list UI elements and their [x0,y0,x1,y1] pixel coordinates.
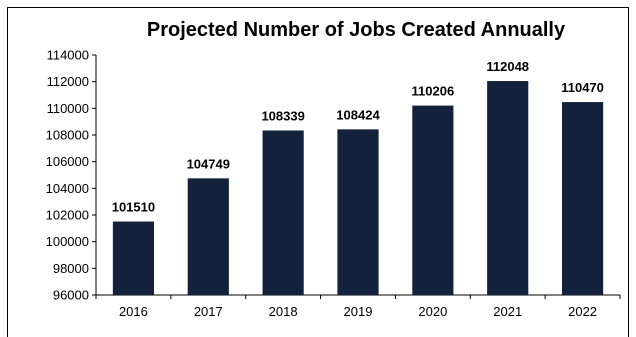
x-tick-label: 2020 [418,304,447,319]
bar-2017 [187,178,229,295]
y-tick-label: 112000 [47,74,89,89]
bar-2022 [561,102,604,295]
y-tick-label: 106000 [46,154,89,169]
x-tick-label: 2017 [194,304,223,319]
bar-2016 [112,221,155,295]
data-label: 112048 [486,59,529,74]
x-tick-label: 2018 [269,304,298,319]
data-label: 101510 [112,200,155,215]
data-label: 104749 [187,156,230,171]
data-label: 110470 [561,80,604,95]
y-tick-label: 102000 [46,208,89,223]
bar-2021 [487,81,529,295]
chart-frame [7,7,629,337]
bar-2020 [412,105,454,295]
y-tick-label: 96000 [53,288,89,303]
chart-title: Projected Number of Jobs Created Annuall… [147,19,566,41]
y-tick-label: 104000 [46,181,89,196]
data-label: 108339 [261,108,304,123]
data-label: 110206 [412,84,455,99]
x-tick-label: 2019 [344,304,373,319]
bars [112,81,604,295]
data-labels: 101510 104749 108339 108424 110206 112048 1104… [112,59,604,215]
x-axis: 2016 2017 2018 2019 2020 2021 2022 [95,294,621,319]
y-tick-label: 98000 [53,261,89,276]
y-tick-label: 108000 [46,128,89,143]
data-label: 108424 [336,107,380,122]
y-tick-label: 110000 [47,101,89,116]
x-tick-label: 2021 [493,304,522,319]
y-tick-label: 100000 [46,234,89,249]
bar-2018 [262,130,304,295]
bar-2019 [337,129,379,295]
x-tick-label: 2016 [119,304,148,319]
y-tick-label: 114000 [47,48,89,63]
x-tick-label: 2022 [568,304,597,319]
y-axis: 96000 98000 100000 102000 104000 106000 108000… [46,48,97,303]
